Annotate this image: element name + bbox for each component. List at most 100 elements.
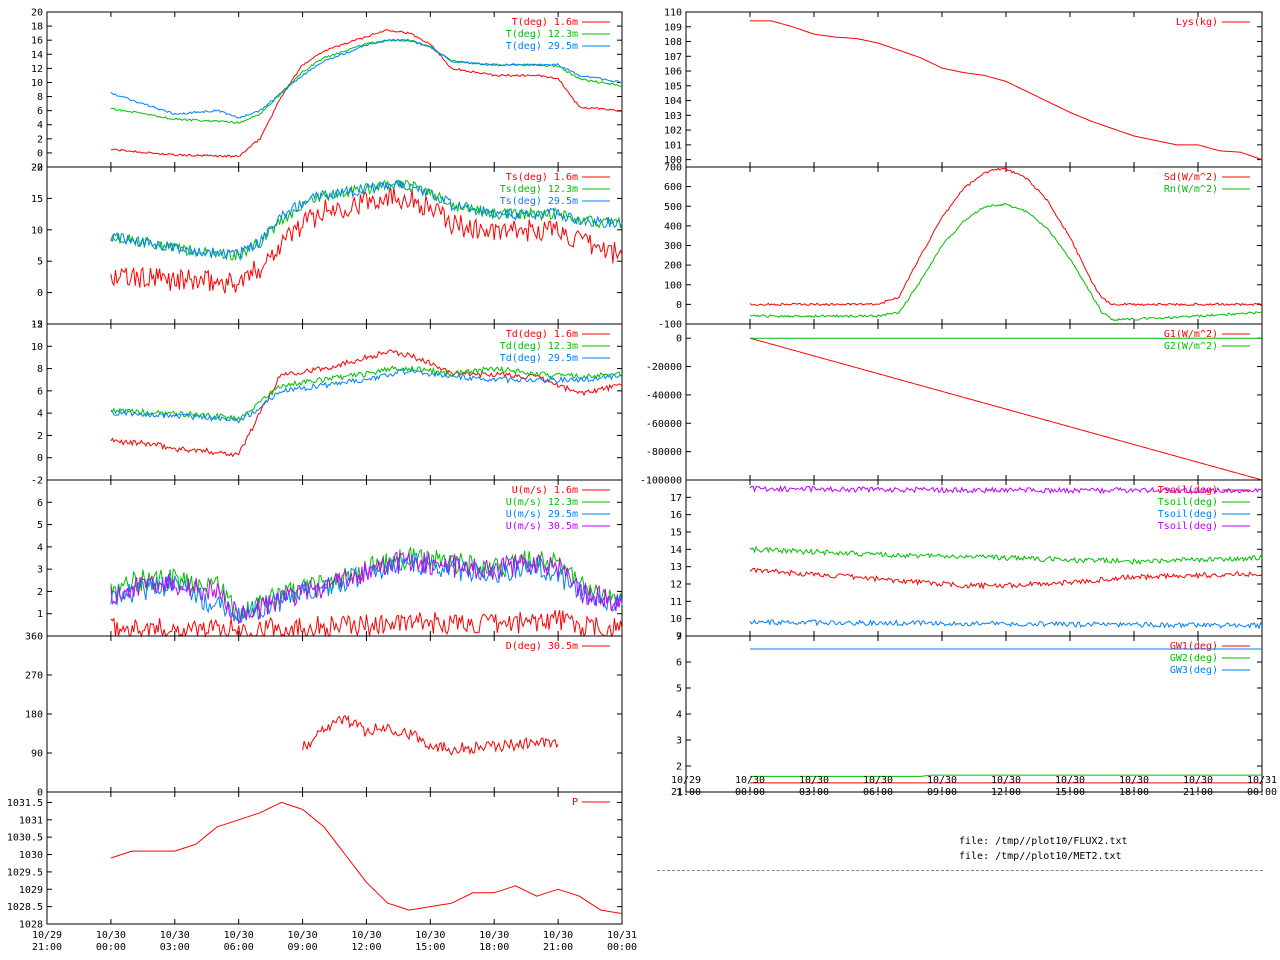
right-xaxis-time-label: 00:00 bbox=[735, 787, 765, 798]
right-xaxis-time-label: 12:00 bbox=[991, 787, 1021, 798]
left-xaxis-time-label: 18:00 bbox=[479, 942, 509, 953]
right-xaxis-time-label: 21:00 bbox=[1183, 787, 1213, 798]
right-xaxis-date-label: 10/30 bbox=[927, 775, 957, 786]
panel-2-ytick-label: 0 bbox=[37, 453, 43, 464]
panel-9-ytick-label: 13 bbox=[670, 562, 682, 573]
panel-10-ytick-label: 4 bbox=[676, 710, 682, 721]
panel-3-legend-label-1: U(m/s) 12.3m bbox=[506, 497, 578, 508]
left-xaxis-time-label: 15:00 bbox=[415, 942, 445, 953]
panel-5-ytick-label: 1030 bbox=[19, 850, 43, 861]
panel-9-ytick-label: 9 bbox=[676, 632, 682, 643]
panel-9-series-3-line bbox=[749, 484, 1263, 495]
panel-6-ytick-label: 110 bbox=[664, 8, 682, 19]
panel-9-ytick-label: 11 bbox=[670, 597, 682, 608]
right-xaxis-time-label: 03:00 bbox=[799, 787, 829, 798]
panel-7-legend-label-1: Rn(W/m^2) bbox=[1164, 184, 1218, 195]
panel-10-ytick-label: 7 bbox=[676, 632, 682, 643]
panel-8-ytick-label: -60000 bbox=[646, 419, 682, 430]
panel-7-ytick-label: 0 bbox=[676, 300, 682, 311]
panel-5-ytick-label: 1030.5 bbox=[7, 833, 43, 844]
panel-6-ytick-label: 102 bbox=[664, 126, 682, 137]
panel-9-legend-label-1: Tsoil(deg) bbox=[1158, 497, 1218, 508]
right-xaxis-date-label: 10/30 bbox=[1119, 775, 1149, 786]
panel-0-ytick-label: 12 bbox=[31, 64, 43, 75]
panel-2-ytick-label: 4 bbox=[37, 409, 43, 420]
panel-0-series-2-line bbox=[110, 38, 623, 119]
panel-4-ytick-label: 90 bbox=[31, 749, 43, 760]
panel-1-series-2-line bbox=[110, 179, 623, 262]
right-xaxis-time-label: 09:00 bbox=[927, 787, 957, 798]
panel-0-ytick-label: 20 bbox=[31, 8, 43, 19]
panel-5-ytick-label: 1028.5 bbox=[7, 902, 43, 913]
right-xaxis-date-label: 10/30 bbox=[863, 775, 893, 786]
panel-9-legend-label-3: Tsoil(deg) bbox=[1158, 521, 1218, 532]
panel-4-ytick-label: 0 bbox=[37, 788, 43, 799]
left-xaxis-time-label: 03:00 bbox=[160, 942, 190, 953]
panel-1-ytick-label: 15 bbox=[31, 194, 43, 205]
panel-10-ytick-label: 5 bbox=[676, 684, 682, 695]
panel-10-ytick-label: 1 bbox=[676, 788, 682, 799]
panel-1-ytick-label: 5 bbox=[37, 257, 43, 268]
left-xaxis-time-label: 21:00 bbox=[32, 942, 62, 953]
panel-6-ytick-label: 100 bbox=[664, 155, 682, 166]
left-xaxis-date-label: 10/31 bbox=[607, 930, 637, 941]
panel-7-legend-label-0: Sd(W/m^2) bbox=[1164, 172, 1218, 183]
panel-6-ytick-label: 108 bbox=[664, 37, 682, 48]
panel-7-ytick-label: 700 bbox=[664, 163, 682, 174]
right-xaxis-date-label: 10/30 bbox=[735, 775, 765, 786]
panel-2-series-2-line bbox=[110, 368, 623, 424]
panel-2-legend-label-1: Td(deg) 12.3m bbox=[500, 341, 578, 352]
panel-3-ytick-label: 1 bbox=[37, 609, 43, 620]
panel-4-ytick-label: 270 bbox=[25, 671, 43, 682]
panel-7-ytick-label: 600 bbox=[664, 182, 682, 193]
panel-0-series-1-line bbox=[110, 38, 623, 125]
panel-9-series-0-line bbox=[749, 568, 1263, 590]
panel-9-series-2-line bbox=[749, 619, 1263, 630]
panel-6-ytick-label: 109 bbox=[664, 22, 682, 33]
panel-9-ytick-label: 15 bbox=[670, 528, 682, 539]
panel-0-ytick-label: 16 bbox=[31, 36, 43, 47]
left-xaxis-time-label: 00:00 bbox=[607, 942, 637, 953]
panel-10-legend-label-2: GW3(deg) bbox=[1170, 665, 1218, 676]
panel-7-ytick-label: 400 bbox=[664, 221, 682, 232]
left-xaxis-date-label: 10/30 bbox=[288, 930, 318, 941]
panel-0-ytick-label: 6 bbox=[37, 106, 43, 117]
panel-7-ytick-label: -100 bbox=[658, 320, 682, 331]
panel-2-ytick-label: 8 bbox=[37, 364, 43, 375]
panel-3-ytick-label: 6 bbox=[37, 498, 43, 509]
panel-1-ytick-label: -5 bbox=[31, 320, 43, 331]
panel-0-series-0-line bbox=[110, 29, 623, 158]
panel-5-ytick-label: 1031.5 bbox=[7, 798, 43, 809]
panel-9-ytick-label: 16 bbox=[670, 510, 682, 521]
dashed-separator bbox=[657, 870, 1263, 871]
left-xaxis-date-label: 10/29 bbox=[32, 930, 62, 941]
panel-1-series-1-line bbox=[110, 179, 623, 261]
panel-7-series-1-line bbox=[750, 202, 1262, 322]
file-path-flux: file: /tmp//plot10/FLUX2.txt bbox=[959, 836, 1128, 847]
panel-0-ytick-label: 0 bbox=[37, 148, 43, 159]
panel-1-legend-label-2: Ts(deg) 29.5m bbox=[500, 196, 578, 207]
right-xaxis-date-label: 10/31 bbox=[1247, 775, 1277, 786]
panel-0-ytick-label: 10 bbox=[31, 78, 43, 89]
panel-10-legend-label-1: GW2(deg) bbox=[1170, 653, 1218, 664]
panel-8-ytick-label: -40000 bbox=[646, 390, 682, 401]
panel-2-ytick-label: 12 bbox=[31, 320, 43, 331]
panel-2-legend-label-0: Td(deg) 1.6m bbox=[506, 329, 578, 340]
panel-2-ytick-label: 6 bbox=[37, 386, 43, 397]
panel-3-ytick-label: 2 bbox=[37, 587, 43, 598]
panel-0-legend-label-2: T(deg) 29.5m bbox=[506, 41, 578, 52]
panel-5-ytick-label: 1028 bbox=[19, 920, 43, 931]
left-xaxis-date-label: 10/30 bbox=[351, 930, 381, 941]
panel-5-series-0-line bbox=[110, 801, 623, 915]
panel-10-ytick-label: 6 bbox=[676, 658, 682, 669]
panel-6-ytick-label: 105 bbox=[664, 81, 682, 92]
panel-3-legend-label-3: U(m/s) 30.5m bbox=[506, 521, 578, 532]
panel-6-ytick-label: 103 bbox=[664, 111, 682, 122]
left-xaxis-date-label: 10/30 bbox=[543, 930, 573, 941]
right-xaxis-time-label: 21:00 bbox=[671, 787, 701, 798]
panel-8-legend-label-1: G2(W/m^2) bbox=[1164, 341, 1218, 352]
panel-2-legend-label-2: Td(deg) 29.5m bbox=[500, 353, 578, 364]
panel-4-legend-label-0: D(deg) 30.5m bbox=[506, 641, 578, 652]
panel-5-ytick-label: 1029 bbox=[19, 885, 43, 896]
left-xaxis-date-label: 10/30 bbox=[479, 930, 509, 941]
